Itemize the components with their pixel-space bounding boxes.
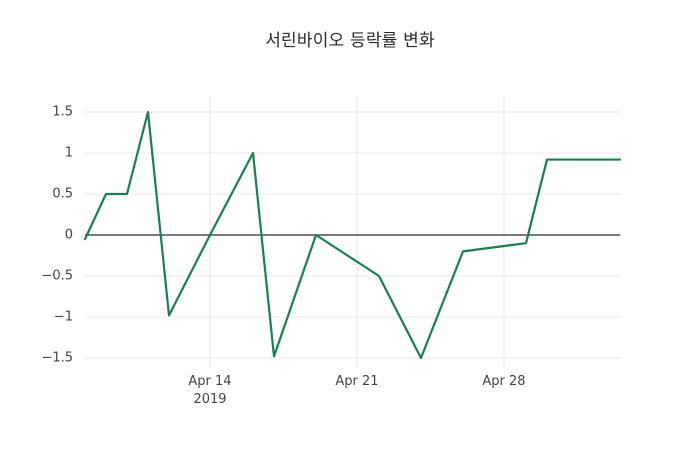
- horizontal-gridlines: [85, 111, 620, 359]
- y-axis-tick-label: −1.5: [41, 350, 73, 366]
- x-axis-year-label: 2019: [193, 392, 227, 407]
- y-axis-tick-label: 1: [64, 145, 73, 161]
- y-axis-tick-label: 0: [64, 227, 73, 243]
- vertical-gridlines: [209, 96, 505, 368]
- data-series-line: [83, 110, 622, 360]
- y-axis-tick-label: 1.5: [52, 104, 73, 120]
- x-axis-tick-label: Apr 14: [188, 374, 232, 389]
- x-axis-tick-label: Apr 28: [482, 374, 526, 389]
- y-axis-tick-label: −0.5: [41, 268, 73, 284]
- chart-title: 서린바이오 등락률 변화: [265, 31, 435, 51]
- x-axis-tick-label: Apr 21: [335, 374, 379, 389]
- y-axis-tick-label: 0.5: [52, 186, 73, 202]
- y-axis-tick-label: −1: [53, 309, 73, 325]
